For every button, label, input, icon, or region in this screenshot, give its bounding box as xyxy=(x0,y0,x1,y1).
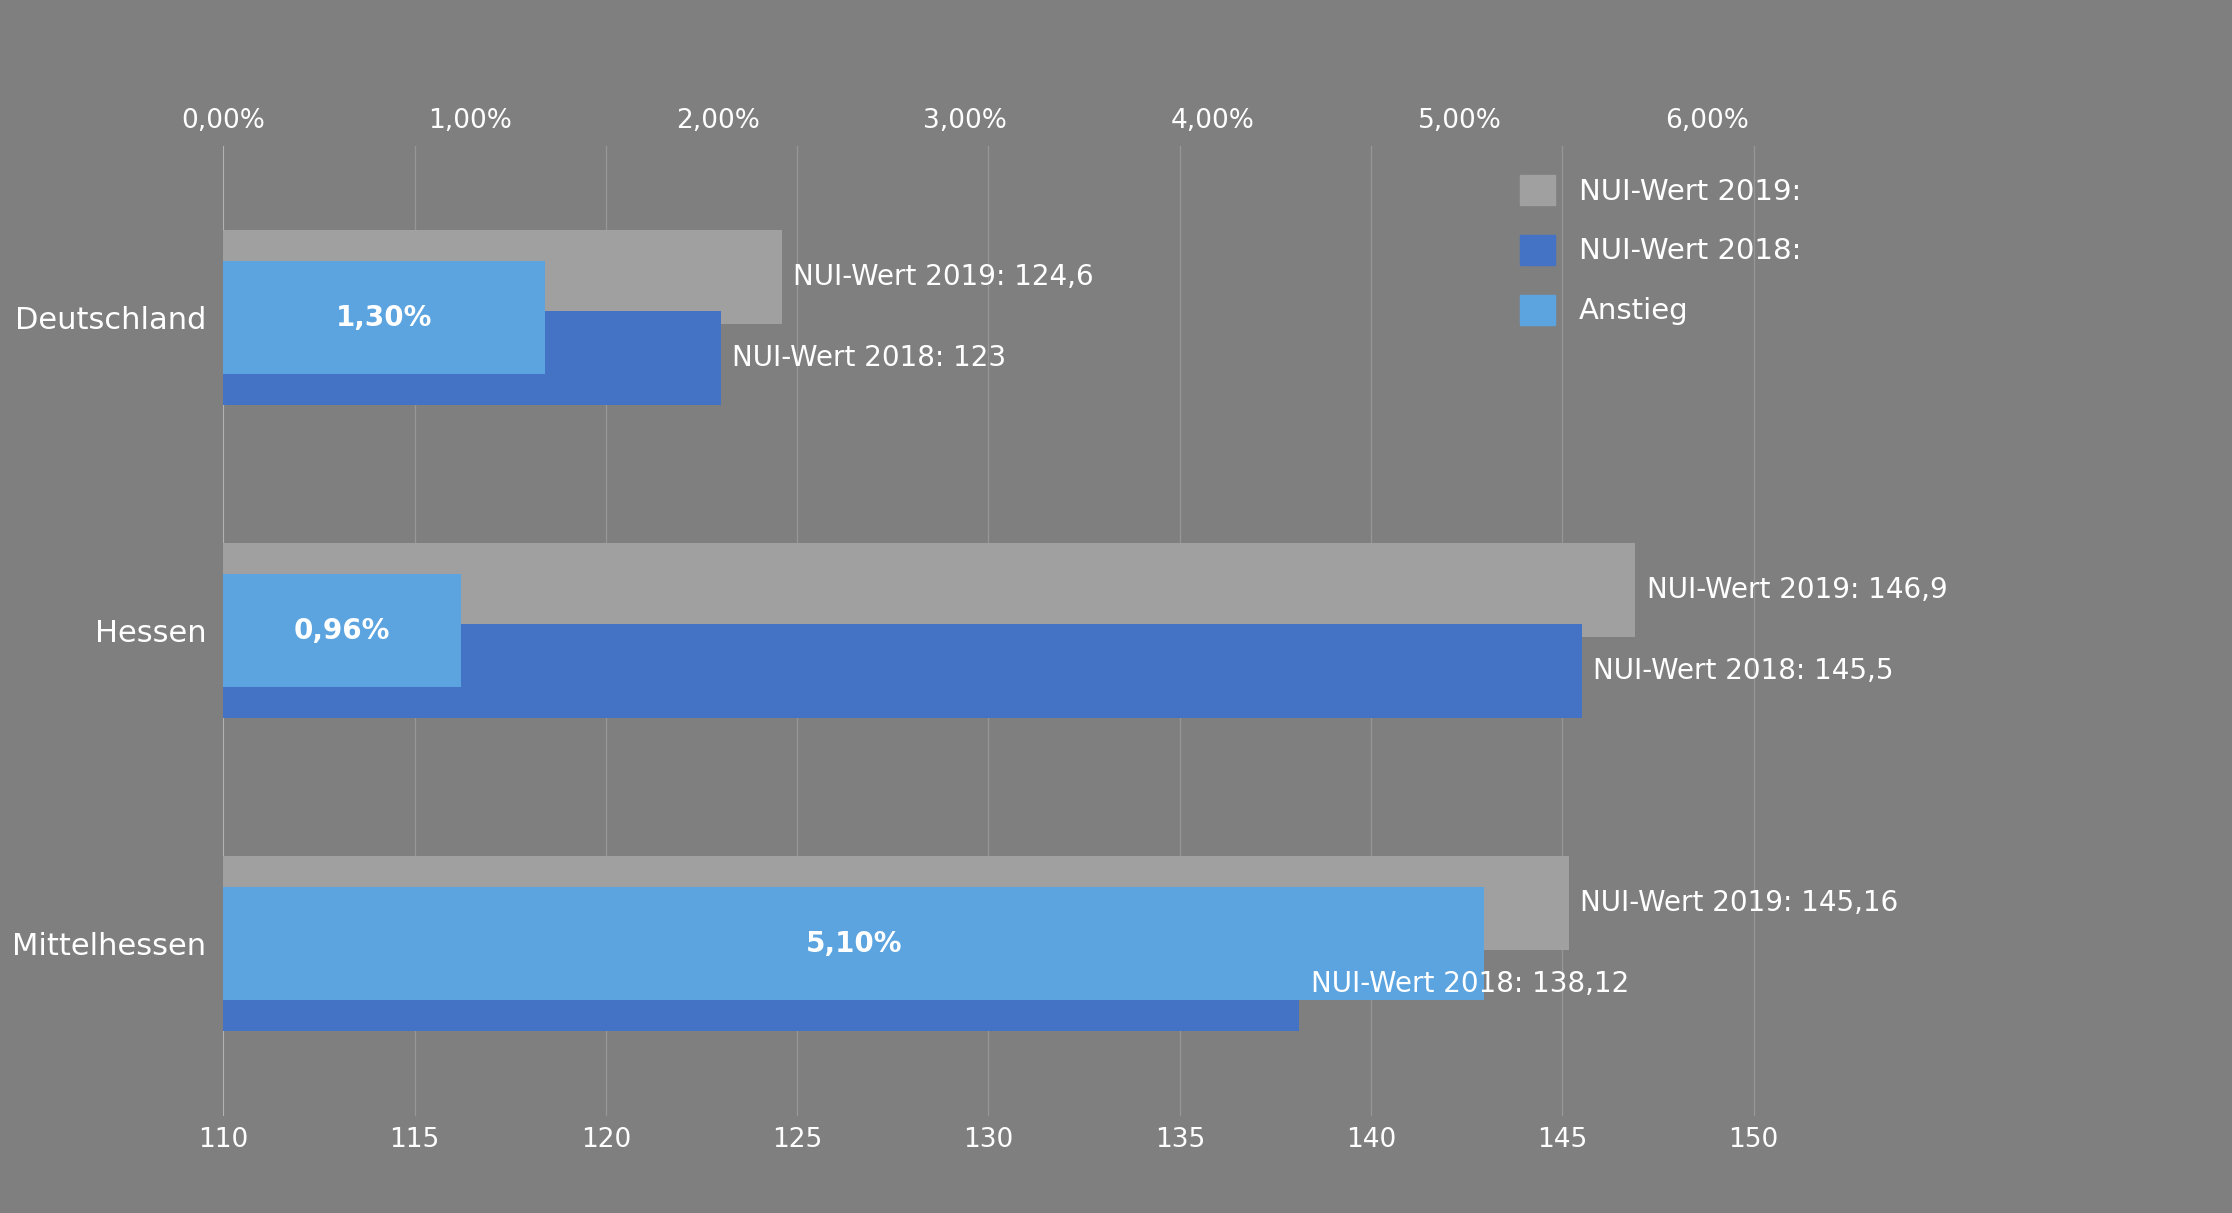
Text: NUI-Wert 2018: 123: NUI-Wert 2018: 123 xyxy=(732,344,1007,372)
Text: NUI-Wert 2018: 145,5: NUI-Wert 2018: 145,5 xyxy=(1594,657,1893,685)
Bar xyxy=(223,625,1582,718)
Bar xyxy=(223,888,1484,1001)
Bar xyxy=(223,230,781,324)
Bar xyxy=(223,261,545,374)
Text: 5,10%: 5,10% xyxy=(806,930,902,958)
Bar xyxy=(223,938,1299,1031)
Text: 0,96%: 0,96% xyxy=(295,616,391,645)
Bar xyxy=(223,543,1636,637)
Bar xyxy=(223,312,721,405)
Text: NUI-Wert 2019: 146,9: NUI-Wert 2019: 146,9 xyxy=(1647,576,1946,604)
Bar xyxy=(223,856,1569,950)
Text: 1,30%: 1,30% xyxy=(335,303,433,331)
Text: NUI-Wert 2019: 145,16: NUI-Wert 2019: 145,16 xyxy=(1580,889,1897,917)
Text: NUI-Wert 2019: 124,6: NUI-Wert 2019: 124,6 xyxy=(792,263,1094,291)
Legend: NUI-Wert 2019:, NUI-Wert 2018:, Anstieg: NUI-Wert 2019:, NUI-Wert 2018:, Anstieg xyxy=(1507,160,1815,340)
Bar xyxy=(223,575,460,687)
Text: NUI-Wert 2018: 138,12: NUI-Wert 2018: 138,12 xyxy=(1310,970,1629,998)
